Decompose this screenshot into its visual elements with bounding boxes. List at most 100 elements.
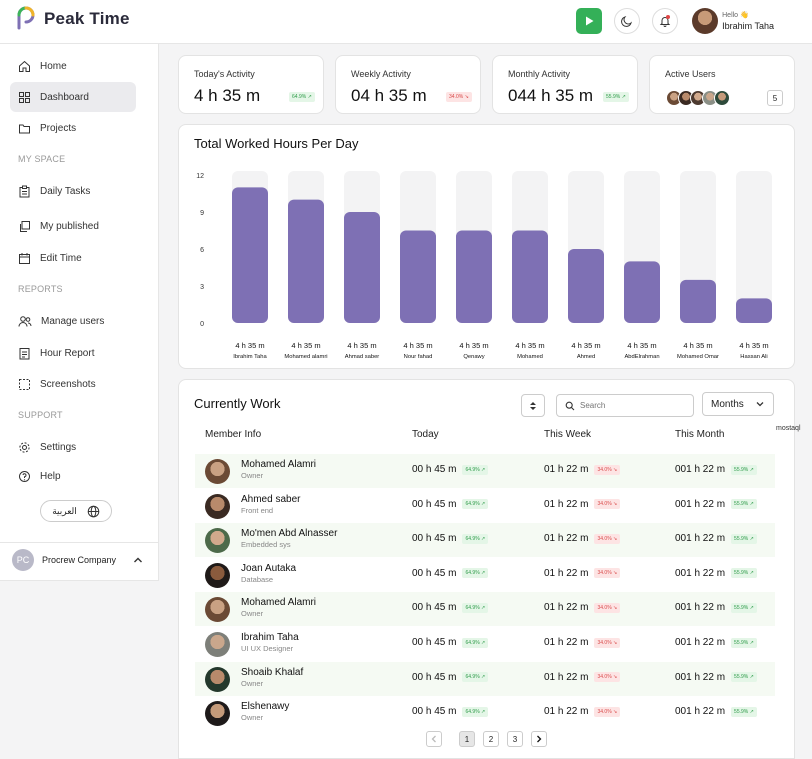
language-switch-button[interactable]: العربية [40,500,112,522]
bar [624,261,660,323]
trend-value: 64.9% [465,708,480,715]
active-users-count: 5 [767,90,783,106]
column-header[interactable]: This Week [544,429,592,440]
trend-value: 64.9% [465,466,480,473]
sidebar-item-dashboard[interactable]: Dashboard [10,82,136,112]
sort-button[interactable] [521,394,545,417]
today-value: 00 h 45 m [412,637,457,648]
table-row[interactable]: Shoaib Khalaf Owner 00 h 45 m 64.9% ↗ 01 h 2… [195,661,775,696]
today-cell: 00 h 45 m 64.9% ↗ [412,637,489,648]
table-row[interactable]: Ibrahim Taha UI UX Designer 00 h 45 m 64.9%… [195,627,775,661]
search-box[interactable] [556,394,694,417]
clipboard-icon [19,185,30,197]
bar [680,279,716,323]
calendar-edit-icon [19,252,30,264]
x-tick-label: Hassan Ali [740,354,767,360]
theme-toggle-button[interactable] [614,8,641,34]
trend-badge: 64.9% ↗ [462,464,489,475]
today-cell: 00 h 45 m 64.9% ↗ [412,464,489,475]
sidebar-item-help[interactable]: Help [10,461,136,491]
sidebar-item-hour-report[interactable]: Hour Report [10,338,136,368]
search-icon [565,401,575,410]
y-tick-label: 3 [200,284,204,291]
greeting: Hello 👋 [722,12,749,19]
table-row[interactable]: Ahmed saber Front end 00 h 45 m 64.9% ↗ 01 h… [195,489,775,523]
x-tick-label: Ahmed [577,354,595,360]
trend-value: 34.0% [597,674,612,681]
column-header[interactable]: Member Info [205,429,262,440]
app-name: Peak Time [44,9,130,28]
trend-badge: 34.0% ↘ [594,464,621,475]
user-menu[interactable]: Hello 👋 Ibrahim Taha [692,8,774,34]
trend-value: 55.9% [734,708,749,715]
avatar [205,597,230,623]
sidebar-item-label: Daily Tasks [40,185,91,197]
sidebar-item-label: Home [40,60,67,72]
notification-dot [666,15,671,19]
app-logo[interactable]: Peak Time [14,6,130,32]
section-title: Currently Work [194,396,281,411]
month-cell: 001 h 22 m 55.9% ↗ [675,499,757,510]
trend-value: 34.0% [597,570,612,577]
sidebar-item-my-published[interactable]: My published [10,211,136,241]
trend-badge: 34.0% ↘ [594,533,621,544]
sidebar-item-projects[interactable]: Projects [10,113,136,143]
avatar [205,528,230,554]
bar [344,212,380,323]
member-name: Elshenawy [241,701,290,713]
bar [736,298,772,323]
stat-value: 044 h 35 m [508,86,594,105]
trend-badge: 55.9% ↗ [731,533,757,544]
period-select[interactable]: Months [702,392,774,416]
sidebar-item-daily-tasks[interactable]: Daily Tasks [10,176,136,206]
page-button[interactable]: 1 [459,731,475,747]
bar [400,230,436,323]
bar [232,187,268,323]
sidebar-item-screenshots[interactable]: Screenshots [10,369,136,399]
today-value: 00 h 45 m [412,671,457,683]
month-value: 001 h 22 m [675,637,726,648]
avatar [205,493,230,519]
today-cell: 00 h 45 m 64.9% ↗ [412,533,489,544]
y-tick-label: 0 [200,321,204,328]
company-switcher[interactable]: PC Procrew Company [0,542,158,576]
today-cell: 00 h 45 m 64.9% ↗ [412,706,489,717]
table-row[interactable]: Elshenawy Owner 00 h 45 m 64.9% ↗ 01 h 22 m 3… [195,696,775,730]
moon-icon [621,16,633,27]
table-row[interactable]: Joan Autaka Database 00 h 45 m 64.9% ↗ 01 h … [195,558,775,592]
column-header[interactable]: Today [412,429,439,440]
table-row[interactable]: Mo'men Abd Alnasser Embedded sys 00 h 45 m… [195,523,775,558]
chevron-right-icon [537,735,542,743]
page-button[interactable]: 2 [483,731,499,747]
notifications-button[interactable] [652,8,679,34]
sidebar-item-label: Hour Report [40,347,95,359]
trend-value: 55.9% [734,535,749,542]
start-timer-button[interactable] [576,8,603,34]
page-button[interactable]: 3 [507,731,523,747]
table-row[interactable]: Mohamed Alamri Owner 00 h 45 m 64.9% ↗ 01 h … [195,592,775,627]
sidebar-item-home[interactable]: Home [10,51,136,81]
prev-page-button[interactable] [426,731,442,747]
currently-work-card: Currently Work Months Member Info Today … [178,379,795,759]
sidebar-item-edit-time[interactable]: Edit Time [10,243,136,273]
chevron-down-icon [756,402,764,407]
sidebar-item-settings[interactable]: Settings [10,432,136,462]
trend-badge: 34.0% ↘ [594,602,621,613]
member-name: Ibrahim Taha [241,632,299,643]
active-user-avatars[interactable] [666,90,730,106]
sidebar-item-manage-users[interactable]: Manage users [10,306,136,336]
sidebar-item-label: Projects [40,122,77,134]
today-value: 00 h 45 m [412,464,457,475]
trend-value: 34.0% [597,466,612,473]
stat-value: 04 h 35 m [351,86,427,105]
week-value: 01 h 22 m [544,464,589,475]
table-row[interactable]: Mohamed Alamri Owner 00 h 45 m 64.9% ↗ 01 h … [195,454,775,488]
column-header[interactable]: This Month [675,429,725,440]
bar-value-label: 4 h 35 m [739,341,768,350]
search-input[interactable] [580,401,690,410]
next-page-button[interactable] [531,731,547,747]
week-cell: 01 h 22 m 34.0% ↘ [544,672,621,683]
trend-badge: 64.9% ↗ [462,672,489,683]
bar-track [736,171,772,323]
section-title-support: SUPPORT [18,410,63,420]
